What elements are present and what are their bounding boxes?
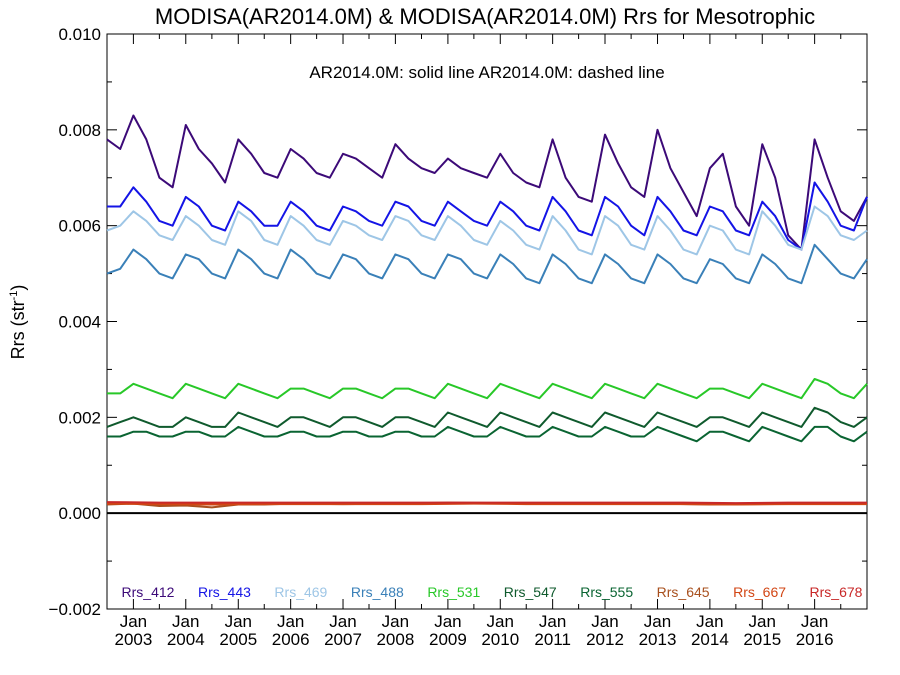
series-line-rrs-469 <box>106 205 868 256</box>
x-tick-label-month: Jan <box>591 612 618 631</box>
series-line-rrs-412 <box>106 114 868 251</box>
y-axis-label-exponent: -1 <box>8 291 20 301</box>
legend-item-rrs-412: Rrs_412 <box>122 584 175 600</box>
series-line-rrs-667 <box>106 502 867 506</box>
legend-item-rrs-469: Rrs_469 <box>274 584 327 600</box>
y-tick-label: 0.002 <box>58 408 101 427</box>
y-tick-label: 0.010 <box>58 25 101 44</box>
legend-item-rrs-645: Rrs_645 <box>657 584 710 600</box>
x-tick-label-year: 2006 <box>272 630 310 649</box>
y-axis-label-text: Rrs (str <box>8 300 28 359</box>
y-tick-label: 0.006 <box>58 217 101 236</box>
y-tick-label: 0.000 <box>58 504 101 523</box>
x-tick-label-month: Jan <box>382 612 409 631</box>
x-tick-label-month: Jan <box>172 612 199 631</box>
legend-item-rrs-667: Rrs_667 <box>733 584 786 600</box>
x-tick-label-month: Jan <box>696 612 723 631</box>
x-tick-label-month: Jan <box>120 612 147 631</box>
x-axis: Jan2003Jan2004Jan2005Jan2006Jan2007Jan20… <box>114 34 842 649</box>
x-tick-label-year: 2011 <box>534 630 571 649</box>
x-tick-label-year: 2008 <box>376 630 414 649</box>
x-tick-label-month: Jan <box>225 612 252 631</box>
x-tick-label-year: 2010 <box>481 630 519 649</box>
x-tick-label-year: 2005 <box>219 630 257 649</box>
x-tick-label-month: Jan <box>434 612 461 631</box>
x-tick-label-month: Jan <box>487 612 514 631</box>
chart-title: MODISA(AR2014.0M) & MODISA(AR2014.0M) Rr… <box>155 4 815 29</box>
legend-item-rrs-443: Rrs_443 <box>198 584 251 600</box>
series-line-rrs-678 <box>106 501 867 505</box>
x-tick-label-year: 2013 <box>639 630 677 649</box>
y-tick-label: 0.008 <box>58 121 101 140</box>
y-tick-label: −0.002 <box>49 600 101 619</box>
series-line-rrs-547 <box>106 406 868 428</box>
x-tick-label-year: 2012 <box>586 630 624 649</box>
x-tick-label-month: Jan <box>277 612 304 631</box>
legend-item-rrs-488: Rrs_488 <box>351 584 404 600</box>
x-tick-label-year: 2015 <box>743 630 781 649</box>
x-tick-label-month: Jan <box>749 612 776 631</box>
x-tick-label-month: Jan <box>644 612 671 631</box>
y-axis: 0.010 0.008 0.006 0.004 0.002 0.000 −0.002 <box>49 25 867 619</box>
x-tick-label-month: Jan <box>801 612 828 631</box>
series-line-rrs-488 <box>106 243 868 285</box>
series-line-rrs-555 <box>107 425 868 443</box>
series-line-rrs-531 <box>107 378 868 400</box>
x-tick-label-year: 2016 <box>796 630 834 649</box>
plot-area: AR2014.0M: solid line AR2014.0M: dashed … <box>49 25 868 649</box>
x-tick-label-year: 2004 <box>167 630 205 649</box>
legend: Rrs_412 Rrs_443 Rrs_469 Rrs_488 Rrs_531 Rrs_5… <box>122 584 863 600</box>
y-axis-label-close: ) <box>8 285 28 291</box>
series-line-rrs-443 <box>107 181 868 251</box>
y-axis-label: Rrs (str-1) <box>8 285 28 360</box>
plot-frame <box>106 33 868 610</box>
x-tick-label-year: 2007 <box>324 630 362 649</box>
line-style-annotation: AR2014.0M: solid line AR2014.0M: dashed … <box>309 63 664 82</box>
x-tick-label-month: Jan <box>539 612 566 631</box>
x-tick-label-year: 2003 <box>114 630 152 649</box>
legend-item-rrs-531: Rrs_531 <box>427 584 480 600</box>
legend-item-rrs-555: Rrs_555 <box>580 584 633 600</box>
series-lines <box>106 114 868 509</box>
legend-item-rrs-547: Rrs_547 <box>504 584 557 600</box>
y-tick-label: 0.004 <box>58 313 101 332</box>
x-tick-label-year: 2009 <box>429 630 467 649</box>
x-tick-label-year: 2014 <box>691 630 729 649</box>
legend-item-rrs-678: Rrs_678 <box>810 584 863 600</box>
x-tick-label-month: Jan <box>329 612 356 631</box>
